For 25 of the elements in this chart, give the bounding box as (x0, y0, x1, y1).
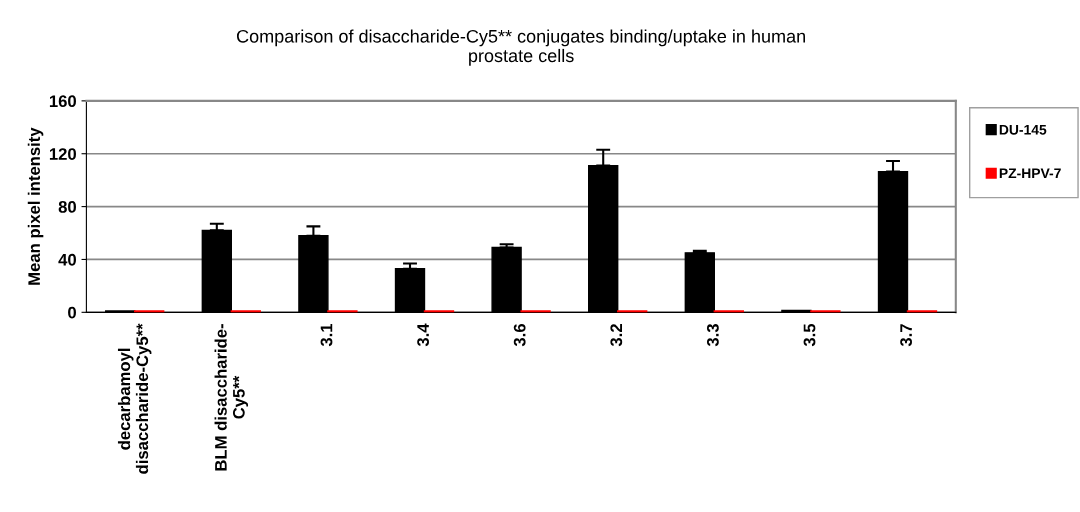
bar (684, 252, 715, 313)
y-tick-label: 120 (49, 148, 76, 160)
bar (588, 164, 619, 313)
bar (298, 234, 329, 313)
x-tick-label: 3.6 (513, 324, 526, 347)
y-tick-label: 40 (58, 253, 76, 266)
y-tick-label: 0 (68, 306, 76, 319)
x-tick-label: 3.2 (610, 324, 623, 347)
bar (394, 268, 426, 313)
legend-label: DU-145 (999, 124, 1047, 135)
x-tick-label: 3.3 (706, 324, 719, 347)
bar (877, 170, 909, 313)
x-tick-label: decarbamoyl disaccharide-Cy5** (117, 323, 152, 474)
x-tick-label: BLM disaccharide- Cy5** (214, 324, 249, 471)
chart-title: Comparison of disaccharide-Cy5** conjugates binding/uptake in human prostate cells (236, 29, 805, 66)
y-axis-title: Mean pixel intensity (27, 127, 44, 285)
y-tick-label: 80 (58, 200, 76, 213)
bar (491, 246, 522, 313)
x-tick-label: 3.7 (900, 324, 912, 347)
legend-label: PZ-HPV-7 (999, 168, 1061, 179)
x-tick-label: 3.1 (320, 323, 333, 347)
bar (201, 229, 232, 313)
x-tick-label: 3.4 (417, 323, 429, 347)
y-tick-label: 160 (49, 95, 76, 108)
x-tick-label: 3.5 (803, 323, 816, 347)
